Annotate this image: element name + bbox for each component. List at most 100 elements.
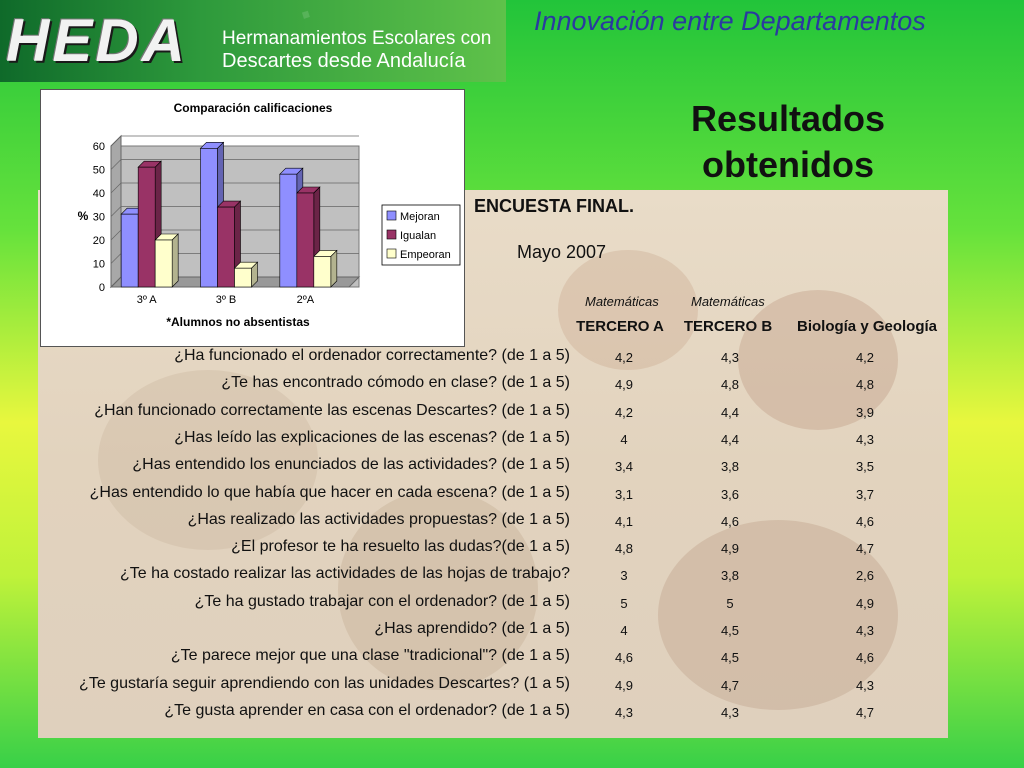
legend-swatch [386, 229, 397, 240]
slide-title: Resultados obtenidos [640, 96, 936, 188]
survey-question: ¿Han funcionado correctamente las escena… [94, 401, 570, 419]
bar [234, 267, 252, 288]
survey-value-b: 4,4 [720, 431, 740, 447]
survey-value-a: 5 [620, 595, 628, 611]
survey-value-b: 4,3 [720, 350, 740, 365]
photo-blob [738, 290, 898, 430]
survey-value-c: 4,7 [855, 704, 875, 720]
x-tick-label: 2ºA [297, 294, 315, 306]
survey-question: ¿Te gusta aprender en casa con el ordena… [164, 701, 570, 719]
x-tick-label: 3º B [216, 294, 237, 306]
x-tick-label: 3º A [137, 294, 158, 306]
survey-value-b: 3,8 [720, 459, 740, 475]
y-tick-label: 0 [99, 282, 105, 294]
survey-value-b: 4,6 [720, 513, 740, 529]
subject-label-b: Matemáticas [691, 294, 765, 309]
survey-value-c: 4,2 [855, 350, 875, 365]
legend-label: Igualan [400, 230, 436, 242]
survey-title: ENCUESTA FINAL. [474, 196, 634, 216]
chart-gridline [110, 182, 122, 194]
survey-value-b: 4,5 [720, 623, 740, 638]
legend-swatch [386, 248, 397, 259]
survey-question: ¿Ha funcionado el ordenador correctament… [174, 347, 570, 364]
survey-value-a: 4,3 [614, 704, 634, 720]
bar [120, 213, 139, 288]
survey-question: ¿El profesor te ha resuelto las dudas?(d… [231, 538, 570, 556]
survey-value-b: 4,8 [720, 377, 740, 393]
y-tick-label: 50 [93, 165, 105, 177]
slide-title-line1: Resultados [690, 98, 886, 139]
survey-value-c: 3,9 [855, 404, 875, 420]
survey-value-a: 4,2 [614, 404, 634, 420]
comparison-chart: 0 10 20 30 40 50 60 3º A 3º B 2ºA Comparación cali… [40, 89, 465, 347]
survey-value-c: 2,6 [855, 568, 875, 584]
photo-blob [98, 370, 318, 550]
chart-gridline [110, 276, 122, 288]
y-tick-label: 40 [93, 188, 105, 200]
survey-value-b: 4,5 [720, 650, 740, 666]
survey-value-a: 3 [620, 568, 628, 584]
survey-value-c: 4,3 [855, 623, 875, 638]
survey-value-c: 4,8 [855, 377, 875, 393]
survey-value-c: 4,3 [855, 431, 875, 447]
chart-gridline [110, 253, 122, 264]
survey-question: ¿Te ha gustado trabajar con el ordenador… [194, 592, 570, 610]
survey-value-c: 3,7 [855, 486, 875, 502]
survey-value-a: 4,1 [614, 513, 634, 529]
photo-blob [558, 250, 698, 370]
banner-subtitle-line1: Hermanamientos Escolares con [222, 28, 492, 49]
slide-title-line2: obtenidos [702, 144, 874, 185]
photo-blob [338, 490, 538, 690]
survey-value-b: 4,3 [720, 704, 740, 720]
survey-value-a: 3,1 [614, 486, 634, 502]
y-tick-label: 10 [93, 259, 105, 271]
chart-gridline [110, 206, 122, 217]
bar [217, 206, 235, 288]
bar [313, 256, 332, 288]
y-tick-label: 60 [93, 141, 105, 153]
survey-question: ¿Te ha costado realizar las actividades … [119, 565, 570, 583]
column-header-tercero-b: TERCERO B [683, 318, 773, 335]
survey-question: ¿Te has encontrado cómodo en clase? (de … [221, 374, 570, 392]
subject-label-a: Matemáticas [585, 294, 659, 309]
header-banner: · HEDA Hermanamientos Escolares con Desc… [0, 0, 506, 82]
survey-value-c: 4,7 [855, 541, 875, 557]
survey-value-b: 4,7 [720, 677, 740, 693]
survey-panel [38, 190, 948, 738]
banner-subtitle-line2: Descartes desde Andalucía [222, 50, 466, 72]
bar [137, 166, 156, 288]
survey-question: ¿Has entendido los enunciados de las act… [132, 456, 570, 474]
tagline: Innovación entre Departamentos [534, 6, 926, 36]
survey-question: ¿Te parece mejor que una clase "tradicio… [170, 647, 570, 665]
y-tick-label: 30 [93, 212, 105, 224]
survey-value-c: 4,6 [855, 650, 875, 666]
photo-blob [658, 520, 898, 710]
bar-side [330, 249, 338, 288]
chart-xlabel: *Alumnos no absentistas [166, 315, 310, 329]
survey-value-a: 4,9 [614, 377, 634, 393]
y-tick-label: 20 [93, 235, 105, 247]
bar [154, 239, 173, 288]
column-header-biologia: Biología y Geología [796, 318, 938, 335]
heda-logo: HEDA [6, 7, 189, 74]
bar-side [171, 233, 179, 288]
survey-value-a: 4 [620, 431, 628, 447]
survey-value-b: 4,9 [720, 541, 740, 557]
survey-value-b: 5 [726, 595, 734, 611]
survey-value-c: 4,3 [855, 677, 875, 693]
survey-question: ¿Has aprendido? (de 1 a 5) [374, 620, 570, 637]
legend-swatch [386, 210, 397, 221]
survey-value-b: 3,8 [720, 568, 740, 584]
bar [200, 148, 218, 288]
legend-label: Empeoran [400, 249, 451, 261]
survey-value-a: 4,6 [614, 650, 634, 666]
chart-ylabel: % [78, 209, 89, 223]
survey-value-c: 4,6 [855, 513, 875, 529]
bar [296, 192, 315, 288]
column-header-tercero-a: TERCERO A [576, 318, 664, 335]
chart-gridline [110, 135, 122, 147]
survey-value-b: 3,6 [720, 486, 740, 502]
survey-question: ¿Has realizado las actividades propuesta… [187, 510, 570, 528]
survey-value-c: 3,5 [855, 459, 875, 475]
chart-gridline [110, 229, 122, 241]
